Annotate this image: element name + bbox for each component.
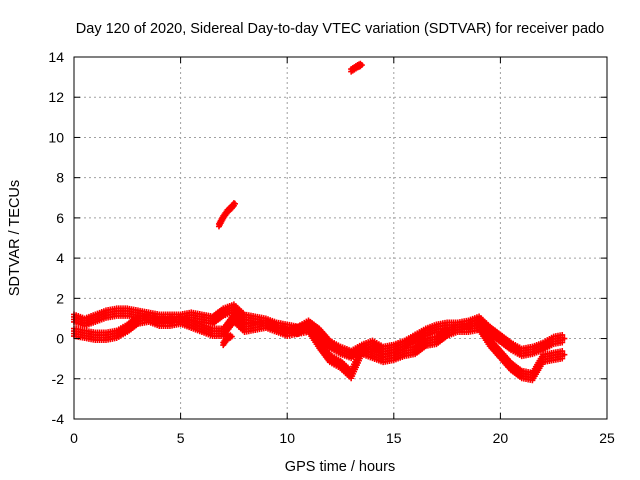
x-tick-label: 10: [279, 430, 295, 446]
y-tick-label: -2: [52, 371, 65, 387]
y-tick-label: 10: [48, 129, 64, 145]
y-tick-label: 6: [56, 210, 64, 226]
x-tick-label: 20: [493, 430, 509, 446]
y-tick-label: 12: [48, 89, 64, 105]
y-tick-label: 2: [56, 290, 64, 306]
data-point-marker: [358, 62, 365, 69]
x-tick-label: 5: [177, 430, 185, 446]
y-tick-label: 14: [48, 49, 64, 65]
data-point-marker: [228, 333, 235, 340]
data-point-marker: [561, 335, 568, 342]
x-tick-label: 15: [386, 430, 402, 446]
x-tick-label: 0: [70, 430, 78, 446]
data-point-marker: [559, 355, 566, 362]
y-tick-label: -4: [52, 411, 65, 427]
x-axis-ticks: 0 5 10 15 20 25: [70, 57, 615, 446]
chart-title: Day 120 of 2020, Sidereal Day-to-day VTE…: [76, 21, 604, 37]
y-tick-label: 4: [56, 250, 64, 266]
y-axis-label: SDTVAR / TECUs: [7, 180, 23, 296]
grid-lines: [74, 57, 607, 419]
data-point-marker: [231, 200, 238, 207]
y-tick-label: 8: [56, 170, 64, 186]
data-point-marker: [559, 339, 566, 346]
x-tick-label: 25: [599, 430, 615, 446]
x-axis-label: GPS time / hours: [285, 459, 395, 475]
y-axis-ticks: -4 -2 0 2 4 6 8 10 12 14: [48, 49, 607, 427]
plot-frame: [73, 56, 608, 420]
data-points: [71, 60, 568, 384]
data-point-marker: [561, 351, 568, 358]
y-tick-label: 0: [56, 331, 64, 347]
